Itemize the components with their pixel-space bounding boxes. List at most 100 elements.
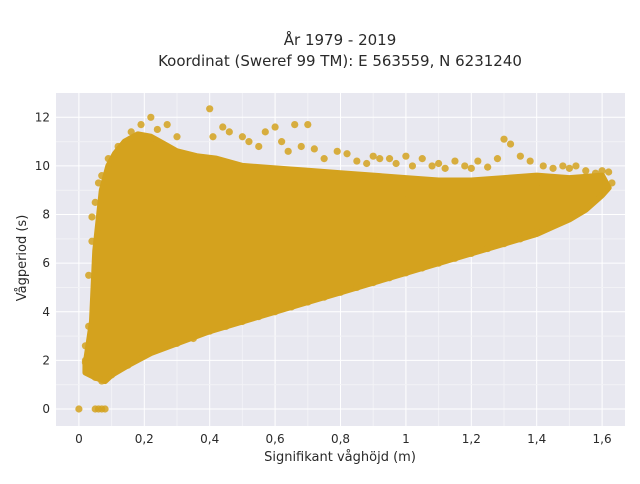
scatter-point — [369, 235, 377, 243]
scatter-point — [91, 373, 99, 381]
scatter-point — [539, 162, 547, 170]
scatter-point — [101, 405, 109, 413]
y-tick-label: 12 — [35, 110, 50, 124]
scatter-point — [500, 240, 508, 248]
scatter-point — [484, 244, 492, 253]
y-axis-title: Vågperiod (s) — [15, 215, 30, 302]
y-tick-label: 8 — [42, 208, 50, 222]
scatter-point — [304, 223, 312, 231]
scatter-point — [451, 157, 459, 165]
scatter-point — [385, 155, 394, 163]
scatter-point — [81, 342, 90, 350]
scatter-point — [526, 157, 534, 165]
scatter-point — [219, 123, 227, 131]
scatter-point — [124, 361, 132, 369]
scatter-point — [255, 142, 263, 151]
scatter-point — [552, 220, 560, 228]
chart-title-line-1: År 1979 - 2019 — [284, 30, 397, 49]
scatter-point — [549, 164, 557, 172]
scatter-point — [137, 120, 145, 129]
scatter-point — [291, 120, 299, 129]
y-tick-label: 2 — [42, 353, 50, 367]
scatter-point — [271, 308, 279, 316]
scatter-point — [85, 271, 93, 279]
scatter-point — [297, 142, 305, 151]
x-tick-label: 1 — [402, 432, 410, 446]
x-tick-label: 0,2 — [135, 432, 154, 446]
scatter-point — [582, 167, 590, 175]
scatter-point — [369, 152, 377, 160]
scatter-point — [209, 133, 217, 141]
scatter-point — [320, 293, 328, 301]
scatter-point — [572, 162, 580, 170]
scatter-point — [304, 120, 312, 129]
x-tick-label: 0,8 — [331, 432, 350, 446]
y-tick-label: 6 — [42, 256, 50, 270]
y-axis-ticks: 0 2 4 6 8 10 12 — [35, 110, 50, 416]
scatter-point — [461, 162, 469, 170]
scatter-point — [441, 164, 449, 172]
scatter-point — [124, 138, 132, 146]
scatter-point — [271, 123, 279, 131]
scatter-point — [238, 198, 246, 206]
scatter-point — [363, 159, 371, 168]
scatter-point — [333, 147, 341, 155]
scatter-point — [222, 322, 230, 330]
scatter-point — [104, 155, 112, 163]
scatter-point — [516, 235, 524, 243]
scatter-point — [467, 191, 475, 199]
scatter-point — [605, 168, 613, 176]
scatter-point — [474, 157, 482, 165]
scatter-point — [85, 322, 93, 330]
scatter-point — [353, 283, 361, 292]
scatter-point — [336, 288, 345, 296]
scatter-point — [435, 259, 443, 267]
scatter-point — [598, 186, 606, 194]
scatter-point — [98, 377, 106, 385]
scatter-point — [320, 155, 328, 163]
scatter-point — [278, 138, 286, 146]
scatter-point — [402, 269, 410, 277]
scatter-point — [140, 351, 148, 360]
scatter-point — [385, 274, 394, 282]
scatter-point — [98, 172, 106, 180]
scatter-point — [591, 169, 600, 177]
scatter-point — [127, 128, 135, 136]
scatter-point — [189, 334, 197, 343]
y-tick-label: 4 — [42, 305, 50, 319]
x-axis-title: Signifikant våghöjd (m) — [264, 450, 416, 465]
scatter-point — [343, 150, 351, 158]
scatter-point — [435, 159, 443, 168]
scatter-point — [506, 140, 515, 148]
scatter-point — [238, 133, 246, 141]
scatter-point — [533, 227, 541, 236]
scatter-point — [163, 120, 171, 129]
scatter-point — [578, 206, 587, 214]
scatter-point — [418, 264, 426, 272]
scatter-point — [598, 167, 606, 175]
scatter-point — [261, 128, 269, 136]
x-tick-label: 0 — [75, 432, 83, 446]
scatter-point — [467, 249, 475, 258]
scatter-point — [140, 259, 148, 267]
y-tick-label: 10 — [35, 159, 50, 173]
scatter-point — [85, 366, 93, 374]
chart-title-line-2: Koordinat (Sweref 99 TM): E 563559, N 62… — [158, 52, 522, 70]
scatter-point — [94, 179, 103, 187]
scatter-point — [591, 196, 600, 204]
scatter-point — [238, 317, 246, 326]
scatter-point — [173, 339, 181, 347]
scatter-point — [153, 125, 161, 134]
scatter-point — [516, 152, 524, 160]
scatter-point — [114, 142, 122, 151]
scatter-point — [147, 113, 155, 121]
x-tick-label: 0,6 — [266, 432, 285, 446]
scatter-point — [206, 327, 214, 335]
scatter-point — [500, 215, 508, 223]
scatter-point — [206, 105, 214, 113]
scatter-point — [173, 133, 181, 141]
x-tick-label: 1,4 — [527, 432, 546, 446]
scatter-point — [369, 278, 377, 287]
